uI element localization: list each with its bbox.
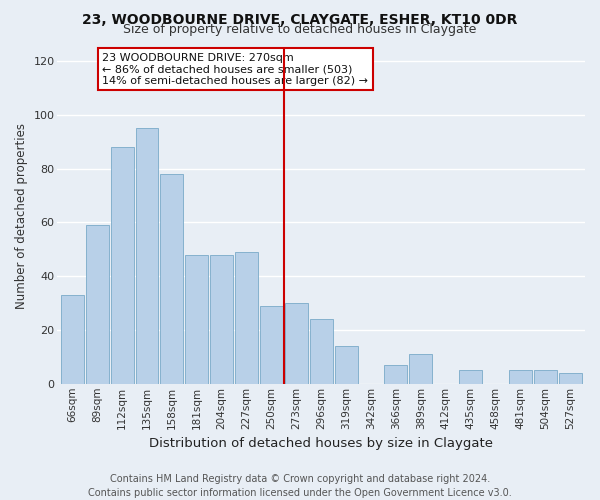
Bar <box>235 252 258 384</box>
Bar <box>86 225 109 384</box>
Bar <box>310 319 332 384</box>
Bar <box>509 370 532 384</box>
Bar <box>285 303 308 384</box>
Bar <box>61 295 84 384</box>
Bar <box>185 254 208 384</box>
Text: Size of property relative to detached houses in Claygate: Size of property relative to detached ho… <box>124 22 476 36</box>
Bar <box>210 254 233 384</box>
Bar <box>111 147 134 384</box>
Text: 23 WOODBOURNE DRIVE: 270sqm
← 86% of detached houses are smaller (503)
14% of se: 23 WOODBOURNE DRIVE: 270sqm ← 86% of det… <box>102 52 368 86</box>
Bar <box>136 128 158 384</box>
Bar <box>160 174 184 384</box>
X-axis label: Distribution of detached houses by size in Claygate: Distribution of detached houses by size … <box>149 437 493 450</box>
Text: 23, WOODBOURNE DRIVE, CLAYGATE, ESHER, KT10 0DR: 23, WOODBOURNE DRIVE, CLAYGATE, ESHER, K… <box>82 12 518 26</box>
Y-axis label: Number of detached properties: Number of detached properties <box>15 122 28 308</box>
Bar <box>260 306 283 384</box>
Bar <box>409 354 432 384</box>
Text: Contains HM Land Registry data © Crown copyright and database right 2024.
Contai: Contains HM Land Registry data © Crown c… <box>88 474 512 498</box>
Bar <box>559 373 581 384</box>
Bar <box>335 346 358 384</box>
Bar <box>459 370 482 384</box>
Bar <box>534 370 557 384</box>
Bar <box>385 365 407 384</box>
